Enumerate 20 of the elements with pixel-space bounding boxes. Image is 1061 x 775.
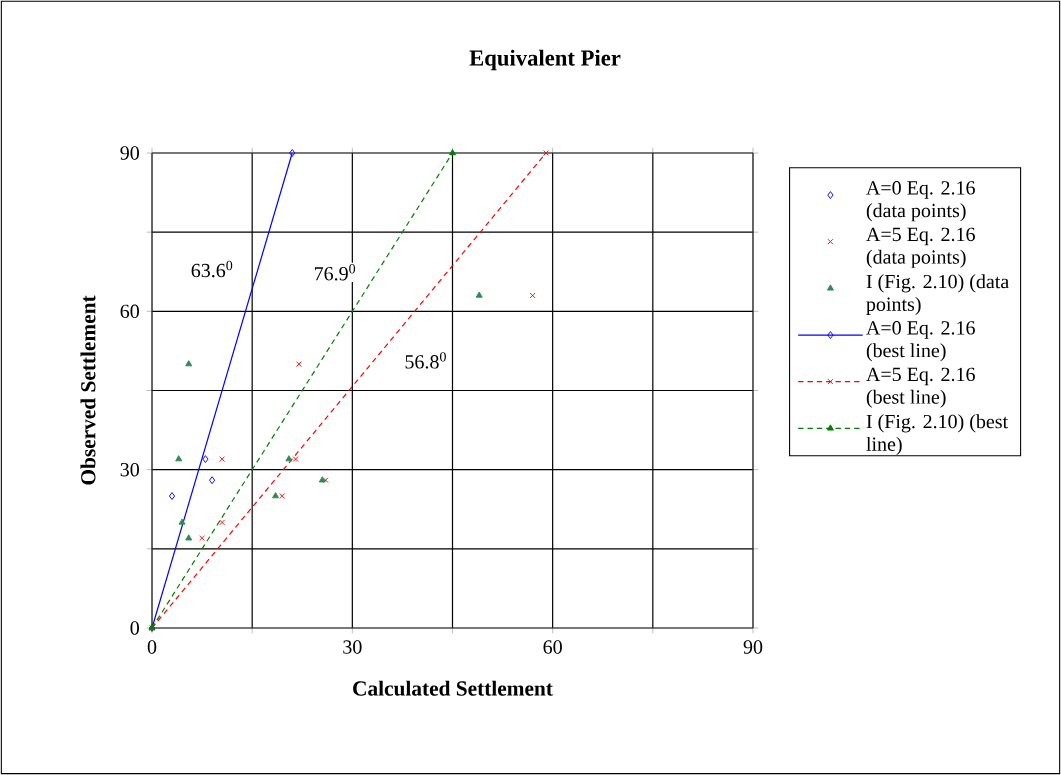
annotation: 56.8$^{0}$ [405, 352, 446, 369]
x-tick-label: 90 [743, 640, 763, 654]
legend-label: A=5 Eq. 2.16 (best line) [866, 367, 975, 408]
y-axis-title: Observed Settlement [80, 295, 96, 485]
legend-label: A=5 Eq. 2.16 (data points) [866, 227, 975, 268]
annotation: 76.9$^{0}$ [314, 264, 356, 281]
y-tick-label: 30 [120, 462, 139, 477]
x-tick-label: 60 [543, 640, 562, 654]
x-tick-label: 0 [147, 640, 157, 654]
legend-label: A=0 Eq. 2.16 (best line) [866, 321, 975, 362]
legend-label: A=0 Eq. 2.16 (data points) [866, 181, 975, 222]
y-tick-label: 90 [120, 146, 139, 160]
chart-title: Equivalent Pier [469, 49, 621, 71]
x-axis-title: Calculated Settlement [353, 680, 553, 696]
x-tick-label: 30 [343, 640, 362, 654]
legend-label: I (Fig. 2.10) (data points) [866, 274, 1009, 316]
legend-label: I (Fig. 2.10) (best line) [866, 414, 1009, 456]
y-tick-label: 60 [120, 304, 139, 319]
annotation: 63.6$^{0}$ [191, 260, 233, 278]
y-tick-label: 0 [130, 621, 139, 635]
